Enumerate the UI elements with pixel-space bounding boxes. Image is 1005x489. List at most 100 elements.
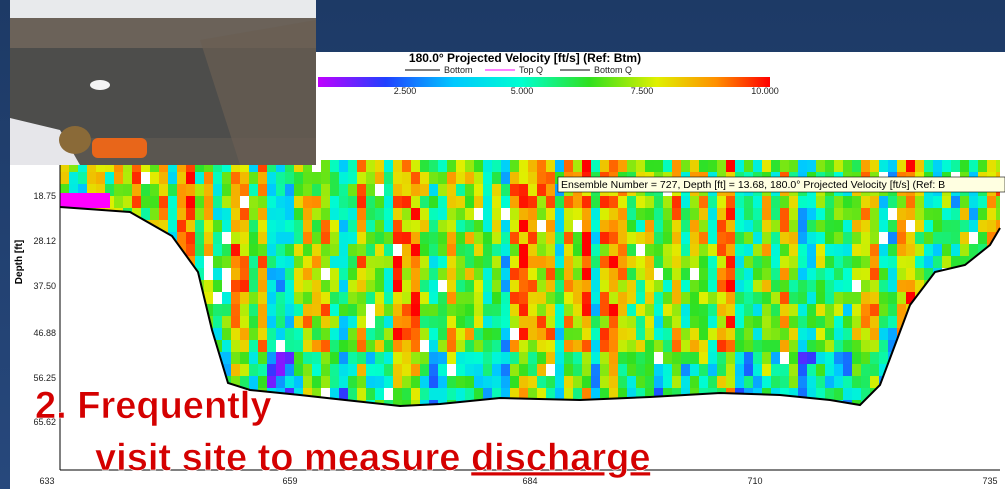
cell — [726, 208, 735, 220]
cell — [150, 208, 159, 220]
cell — [744, 160, 753, 172]
cell — [276, 364, 285, 376]
cell — [708, 352, 717, 364]
cell — [492, 316, 501, 328]
cell — [348, 280, 357, 292]
cell — [690, 280, 699, 292]
cell — [555, 220, 564, 232]
cell — [438, 196, 447, 208]
cell — [276, 340, 285, 352]
cell — [789, 160, 798, 172]
cell — [555, 232, 564, 244]
cell — [888, 196, 897, 208]
cell — [177, 196, 186, 208]
cell — [600, 304, 609, 316]
cell — [249, 244, 258, 256]
cell — [708, 304, 717, 316]
cell — [375, 172, 384, 184]
cell — [177, 184, 186, 196]
cell — [132, 196, 141, 208]
cell — [771, 280, 780, 292]
cell — [942, 256, 951, 268]
cell — [573, 328, 582, 340]
cell — [456, 376, 465, 388]
cell — [861, 232, 870, 244]
cell — [501, 208, 510, 220]
cell — [429, 196, 438, 208]
cell — [384, 316, 393, 328]
cell — [834, 256, 843, 268]
cell — [726, 328, 735, 340]
cell — [879, 160, 888, 172]
cell — [879, 328, 888, 340]
cell — [798, 256, 807, 268]
cell — [267, 340, 276, 352]
cell — [474, 352, 483, 364]
cell — [501, 196, 510, 208]
cell — [582, 316, 591, 328]
cell — [735, 376, 744, 388]
cell — [915, 256, 924, 268]
cell — [393, 268, 402, 280]
cell — [879, 196, 888, 208]
cell — [933, 208, 942, 220]
cell — [672, 244, 681, 256]
cell — [366, 304, 375, 316]
cell — [897, 220, 906, 232]
cell — [861, 220, 870, 232]
cell — [888, 256, 897, 268]
cell — [636, 244, 645, 256]
cell — [276, 184, 285, 196]
cell — [411, 208, 420, 220]
cell — [708, 244, 717, 256]
cell — [393, 388, 402, 400]
cell — [528, 268, 537, 280]
cell — [717, 232, 726, 244]
cell — [357, 376, 366, 388]
cell — [546, 172, 555, 184]
cell — [672, 328, 681, 340]
cell — [519, 244, 528, 256]
cell — [843, 388, 852, 400]
cell — [537, 172, 546, 184]
x-tick-label: 633 — [39, 476, 54, 486]
cell — [870, 292, 879, 304]
cell — [753, 220, 762, 232]
cell — [843, 316, 852, 328]
cell — [528, 256, 537, 268]
cell — [240, 184, 249, 196]
cell — [753, 364, 762, 376]
cell — [753, 196, 762, 208]
cell — [672, 196, 681, 208]
cell — [312, 352, 321, 364]
cell — [600, 232, 609, 244]
cell — [519, 316, 528, 328]
cell — [573, 340, 582, 352]
cell — [330, 160, 339, 172]
cell — [663, 376, 672, 388]
cell — [789, 352, 798, 364]
cell — [699, 364, 708, 376]
cell — [915, 160, 924, 172]
cell — [312, 256, 321, 268]
cell — [573, 304, 582, 316]
cell — [258, 292, 267, 304]
cell — [285, 280, 294, 292]
tooltip: Ensemble Number = 727, Depth [ft] = 13.6… — [561, 179, 945, 191]
cell — [780, 220, 789, 232]
cell — [321, 268, 330, 280]
cell — [762, 352, 771, 364]
y-axis-label: Depth [ft] — [14, 240, 25, 284]
cell — [510, 244, 519, 256]
cell — [969, 208, 978, 220]
cell — [690, 220, 699, 232]
cell — [501, 256, 510, 268]
cell — [510, 316, 519, 328]
cell — [672, 340, 681, 352]
cell — [699, 328, 708, 340]
cell — [519, 172, 528, 184]
cell — [447, 184, 456, 196]
cell — [762, 316, 771, 328]
cell — [501, 244, 510, 256]
cell — [861, 208, 870, 220]
